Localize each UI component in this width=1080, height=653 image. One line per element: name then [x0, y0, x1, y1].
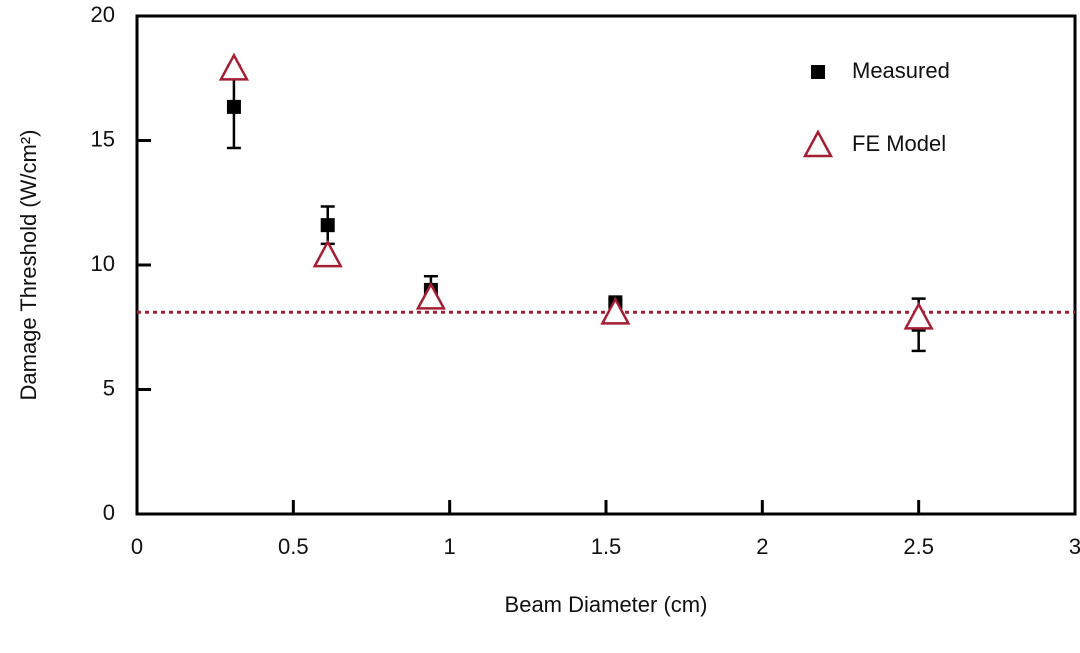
x-tick-label: 1.5	[591, 534, 622, 559]
y-tick-label: 10	[91, 251, 115, 276]
legend-label: FE Model	[852, 131, 946, 156]
x-tick-label: 2	[756, 534, 768, 559]
x-tick-label: 3	[1069, 534, 1080, 559]
y-axis-label: Damage Threshold (W/cm²)	[16, 130, 41, 401]
x-tick-label: 2.5	[903, 534, 934, 559]
point	[600, 296, 631, 325]
point	[226, 99, 241, 114]
point	[903, 301, 934, 330]
legend-label: Measured	[852, 58, 950, 83]
x-axis-label: Beam Diameter (cm)	[505, 592, 708, 617]
y-tick-label: 15	[91, 126, 115, 151]
x-tick-label: 1	[444, 534, 456, 559]
y-tick-label: 0	[103, 500, 115, 525]
point	[312, 239, 343, 268]
y-tick-label: 20	[91, 2, 115, 27]
legend-marker	[802, 129, 834, 158]
y-tick-label: 5	[103, 375, 115, 400]
point	[320, 218, 335, 233]
x-tick-label: 0.5	[278, 534, 309, 559]
legend-marker	[811, 65, 825, 79]
plot-frame	[135, 14, 1077, 516]
x-tick-label: 0	[131, 534, 143, 559]
point	[415, 281, 447, 310]
point	[218, 52, 250, 81]
